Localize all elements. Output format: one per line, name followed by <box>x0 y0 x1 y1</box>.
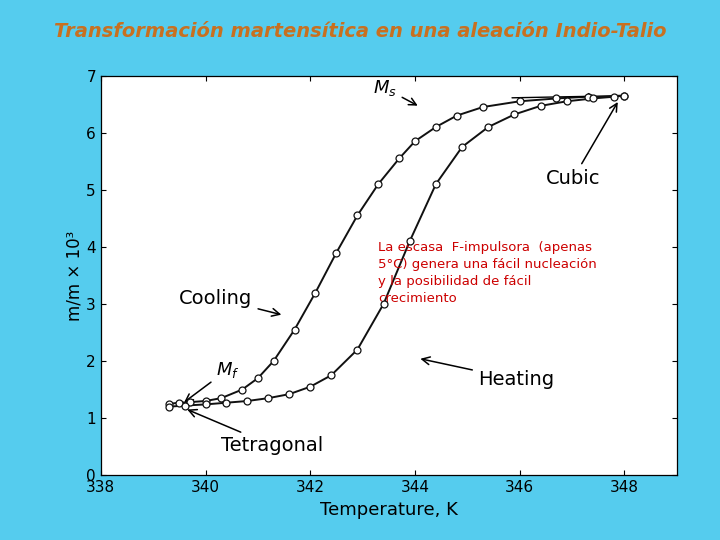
Text: Cubic: Cubic <box>546 104 617 188</box>
Text: Tetragonal: Tetragonal <box>189 410 323 455</box>
Text: $M_s$: $M_s$ <box>373 78 416 105</box>
Text: Cooling: Cooling <box>179 289 280 316</box>
Text: Heating: Heating <box>422 357 554 389</box>
Text: La escasa  F-impulsora  (apenas
5°C) genera una fácil nucleación
y la posibilida: La escasa F-impulsora (apenas 5°C) gener… <box>378 241 597 305</box>
Text: $M_f$: $M_f$ <box>186 360 240 401</box>
Y-axis label: m/m × 10³: m/m × 10³ <box>66 230 84 321</box>
Text: Transformación martensítica en una aleación Indio-Talio: Transformación martensítica en una aleac… <box>54 22 666 40</box>
X-axis label: Temperature, K: Temperature, K <box>320 501 458 518</box>
